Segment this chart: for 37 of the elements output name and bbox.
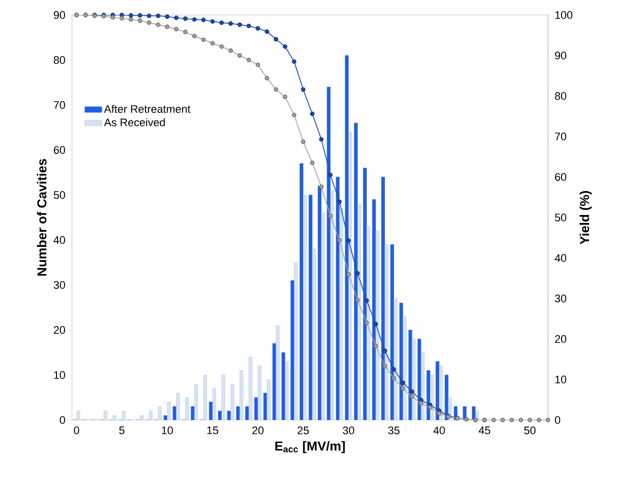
y2-tick-label: 60 xyxy=(555,173,566,181)
y2-tick-label: 30 xyxy=(554,294,566,302)
y2-tick-label: 50 xyxy=(554,214,566,222)
y2-tick-label: 80 xyxy=(554,92,566,100)
x-tick-label: 30 xyxy=(342,426,354,434)
x-tick-label: 25 xyxy=(298,426,309,434)
y2-tick-label: 40 xyxy=(554,254,566,262)
y2-tick-label: 90 xyxy=(555,52,566,60)
y2-tick-label: 100 xyxy=(555,11,572,19)
y-tick-label: 50 xyxy=(54,191,66,199)
y2-tick-label: 70 xyxy=(555,132,566,140)
y-tick-label: 60 xyxy=(54,146,66,154)
x-tick-label: 35 xyxy=(388,426,400,434)
x-tick-label: 15 xyxy=(207,426,218,434)
y-tick-label: 40 xyxy=(54,236,66,244)
x-tick-label: 45 xyxy=(478,426,490,434)
x-tick-label: 50 xyxy=(524,426,536,434)
y-tick-label: 80 xyxy=(54,56,66,64)
y-tick-label: 90 xyxy=(54,11,66,19)
legend-label: After Retreatment xyxy=(104,104,190,113)
x-tick-label: 10 xyxy=(162,426,173,434)
y-tick-label: 10 xyxy=(54,371,66,379)
y2-tick-label: 10 xyxy=(555,376,566,384)
y-tick-label: 70 xyxy=(54,101,66,109)
y-tick-label: 20 xyxy=(54,326,66,334)
x-tick-label: 20 xyxy=(252,426,264,434)
y2-tick-label: 20 xyxy=(555,335,566,343)
y-axis-title: Number of Cavities xyxy=(36,159,46,276)
x-axis-title: E$_{acc}$ [MV/m] xyxy=(275,441,345,454)
y-tick-label: 30 xyxy=(54,281,66,289)
x-tick-label: 5 xyxy=(119,426,124,434)
legend-label: As Received xyxy=(104,118,165,126)
x-tick-label: 0 xyxy=(74,426,80,434)
y2-tick-label: 0 xyxy=(554,416,560,424)
x-tick-label: 40 xyxy=(433,426,445,434)
y-tick-label: 0 xyxy=(60,416,66,424)
y2-axis-title: Yield (%) xyxy=(580,191,592,244)
